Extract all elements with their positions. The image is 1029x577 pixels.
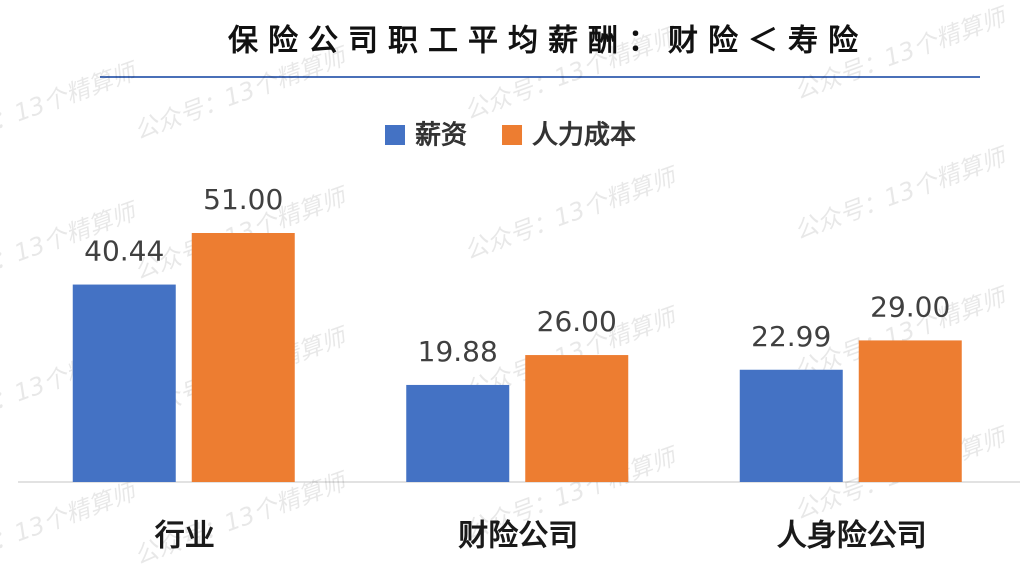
bar	[525, 355, 629, 482]
legend-label: 人力成本	[532, 121, 636, 151]
legend-swatch	[385, 125, 405, 145]
bar	[739, 369, 843, 482]
bar	[191, 233, 295, 482]
data-label: 29.00	[870, 290, 950, 323]
data-label: 26.00	[537, 305, 617, 338]
bar	[858, 340, 962, 482]
x-tick-label: 人身险公司	[777, 519, 927, 554]
x-tick-label: 财险公司	[458, 519, 578, 554]
x-tick-label: 行业	[154, 519, 215, 554]
legend-label: 薪资	[415, 121, 467, 151]
data-label: 19.88	[418, 335, 498, 368]
bar	[72, 284, 176, 482]
legend-swatch	[502, 125, 523, 145]
data-label: 40.44	[84, 235, 164, 268]
data-label: 22.99	[751, 320, 831, 353]
data-label: 51.00	[203, 183, 283, 216]
bar	[406, 384, 510, 482]
chart-title: 保险公司职工平均薪酬：财险＜寿险	[228, 24, 868, 59]
